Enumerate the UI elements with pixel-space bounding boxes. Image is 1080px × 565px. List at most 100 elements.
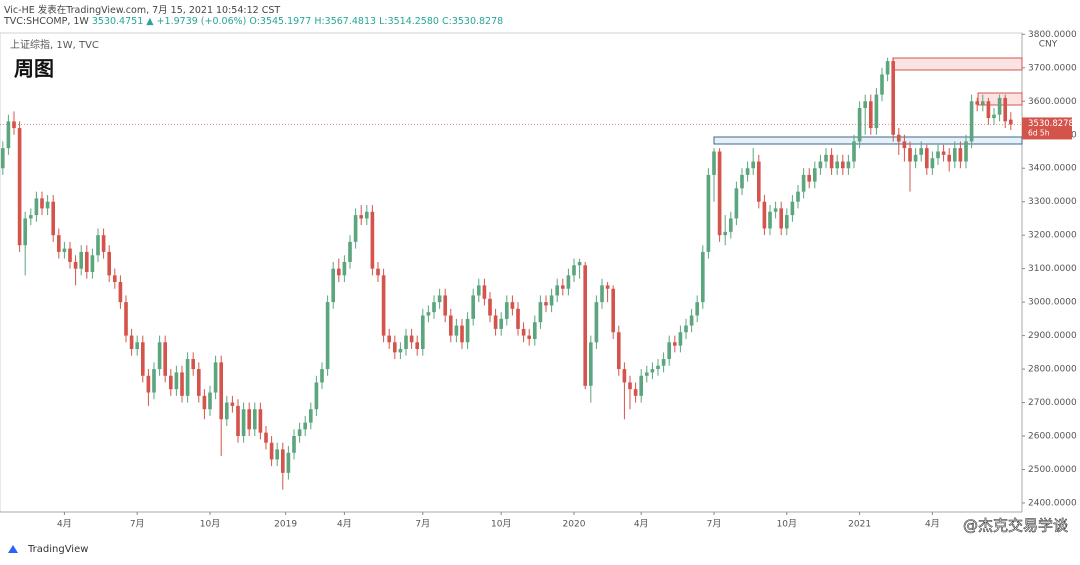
candle-body xyxy=(353,215,358,242)
currency: CNY xyxy=(1039,40,1058,50)
candle-body xyxy=(577,261,582,266)
y-tick-label: 3700.0000 xyxy=(1028,63,1077,73)
candle-body xyxy=(919,148,924,155)
candle-body xyxy=(818,161,823,169)
candle-body xyxy=(751,161,756,169)
x-tick-label: 2020 xyxy=(563,520,586,530)
price: 3530.4751 xyxy=(91,16,144,27)
candle-body xyxy=(264,432,268,443)
candle-body xyxy=(667,342,672,360)
candle-body xyxy=(885,61,890,75)
support-zone xyxy=(713,136,1023,145)
candle-body xyxy=(538,302,543,323)
candle-body xyxy=(812,168,817,182)
y-tick-label: 3400.0000 xyxy=(1028,164,1077,174)
candle-body xyxy=(779,208,784,229)
symbol: TVC:SHCOMP, 1W xyxy=(4,16,89,27)
candle-body xyxy=(499,318,504,329)
candle-body xyxy=(269,442,274,460)
candle-body xyxy=(672,342,677,346)
y-tick-label: 3600.0000 xyxy=(1028,97,1077,107)
candle-body xyxy=(1003,97,1008,122)
candle-body xyxy=(947,154,952,162)
candle-body xyxy=(700,251,705,303)
candle-body xyxy=(152,369,156,393)
candle-body xyxy=(566,275,571,289)
candle-body xyxy=(745,168,750,175)
candle-body xyxy=(605,285,610,289)
candle-body xyxy=(364,211,369,219)
candle-body xyxy=(118,282,123,303)
candle-body xyxy=(532,322,537,339)
candle-body xyxy=(924,148,929,169)
plot-frame xyxy=(0,32,1023,513)
candle-body xyxy=(303,422,308,430)
candle-body xyxy=(443,295,448,316)
candle-body xyxy=(975,101,980,105)
candle-body xyxy=(661,359,666,366)
candle-body xyxy=(958,148,963,162)
candle-body xyxy=(510,302,515,309)
candle-body xyxy=(796,191,800,202)
candle-body xyxy=(258,409,263,433)
candle-body xyxy=(572,265,576,276)
candle-body xyxy=(857,107,862,142)
candle-body xyxy=(902,141,907,149)
candle-body xyxy=(56,235,61,252)
candle-body xyxy=(28,215,33,219)
low: L:3514.2580 xyxy=(379,16,439,27)
candle-body xyxy=(140,342,145,376)
resistance-zone xyxy=(892,57,1023,71)
y-tick-label: 3200.0000 xyxy=(1028,231,1077,241)
candle-body xyxy=(96,235,100,256)
candle-body xyxy=(997,97,1002,115)
countdown: 6d 5h xyxy=(1028,128,1050,137)
candle-body xyxy=(544,302,548,306)
candle-body xyxy=(835,161,840,169)
x-tick-label: 10月 xyxy=(200,519,220,530)
candle-body xyxy=(208,392,212,410)
y-tick-label: 2900.0000 xyxy=(1028,331,1077,341)
candle-body xyxy=(549,295,554,306)
y-tick-label: 3800.0000 xyxy=(1028,30,1077,40)
candle-body xyxy=(555,285,560,296)
candle-body xyxy=(252,409,257,430)
y-tick-label: 3300.0000 xyxy=(1028,197,1077,207)
candle-body xyxy=(952,148,957,162)
candle-body xyxy=(241,409,246,437)
candle-body xyxy=(611,288,616,333)
candle-body xyxy=(840,161,845,169)
y-tick-label: 2500.0000 xyxy=(1028,465,1077,475)
candle-body xyxy=(969,101,974,142)
candle-body xyxy=(40,198,44,209)
y-tick-label: 2700.0000 xyxy=(1028,398,1077,408)
candle-body xyxy=(628,382,632,390)
candle-body xyxy=(174,372,179,390)
candle-body xyxy=(6,121,11,149)
candle-body xyxy=(348,241,352,262)
candle-body xyxy=(185,359,190,396)
candle-body xyxy=(146,375,151,393)
candle-body xyxy=(448,315,453,336)
candle-body xyxy=(381,275,386,336)
candle-body xyxy=(370,211,375,269)
candle-body xyxy=(437,295,442,303)
candle-body xyxy=(992,114,996,119)
candle-body xyxy=(633,389,638,396)
candle-body xyxy=(560,285,565,289)
candle-body xyxy=(342,261,347,276)
candle-body xyxy=(224,402,229,420)
candle-body xyxy=(723,231,728,236)
candle-body xyxy=(107,251,112,276)
candle-body xyxy=(521,328,526,336)
publisher-line: Vic-HE 发表在TradingView.com, 7月 15, 2021 1… xyxy=(4,5,281,16)
candle-body xyxy=(247,409,252,430)
candle-body xyxy=(202,395,207,410)
candle-body xyxy=(712,151,716,175)
candle-body xyxy=(465,318,470,343)
subtitle: 上证综指, 1W, TVC xyxy=(10,38,99,51)
candle-body xyxy=(1008,119,1013,125)
candle-body xyxy=(801,174,806,192)
candle-body xyxy=(314,382,319,410)
